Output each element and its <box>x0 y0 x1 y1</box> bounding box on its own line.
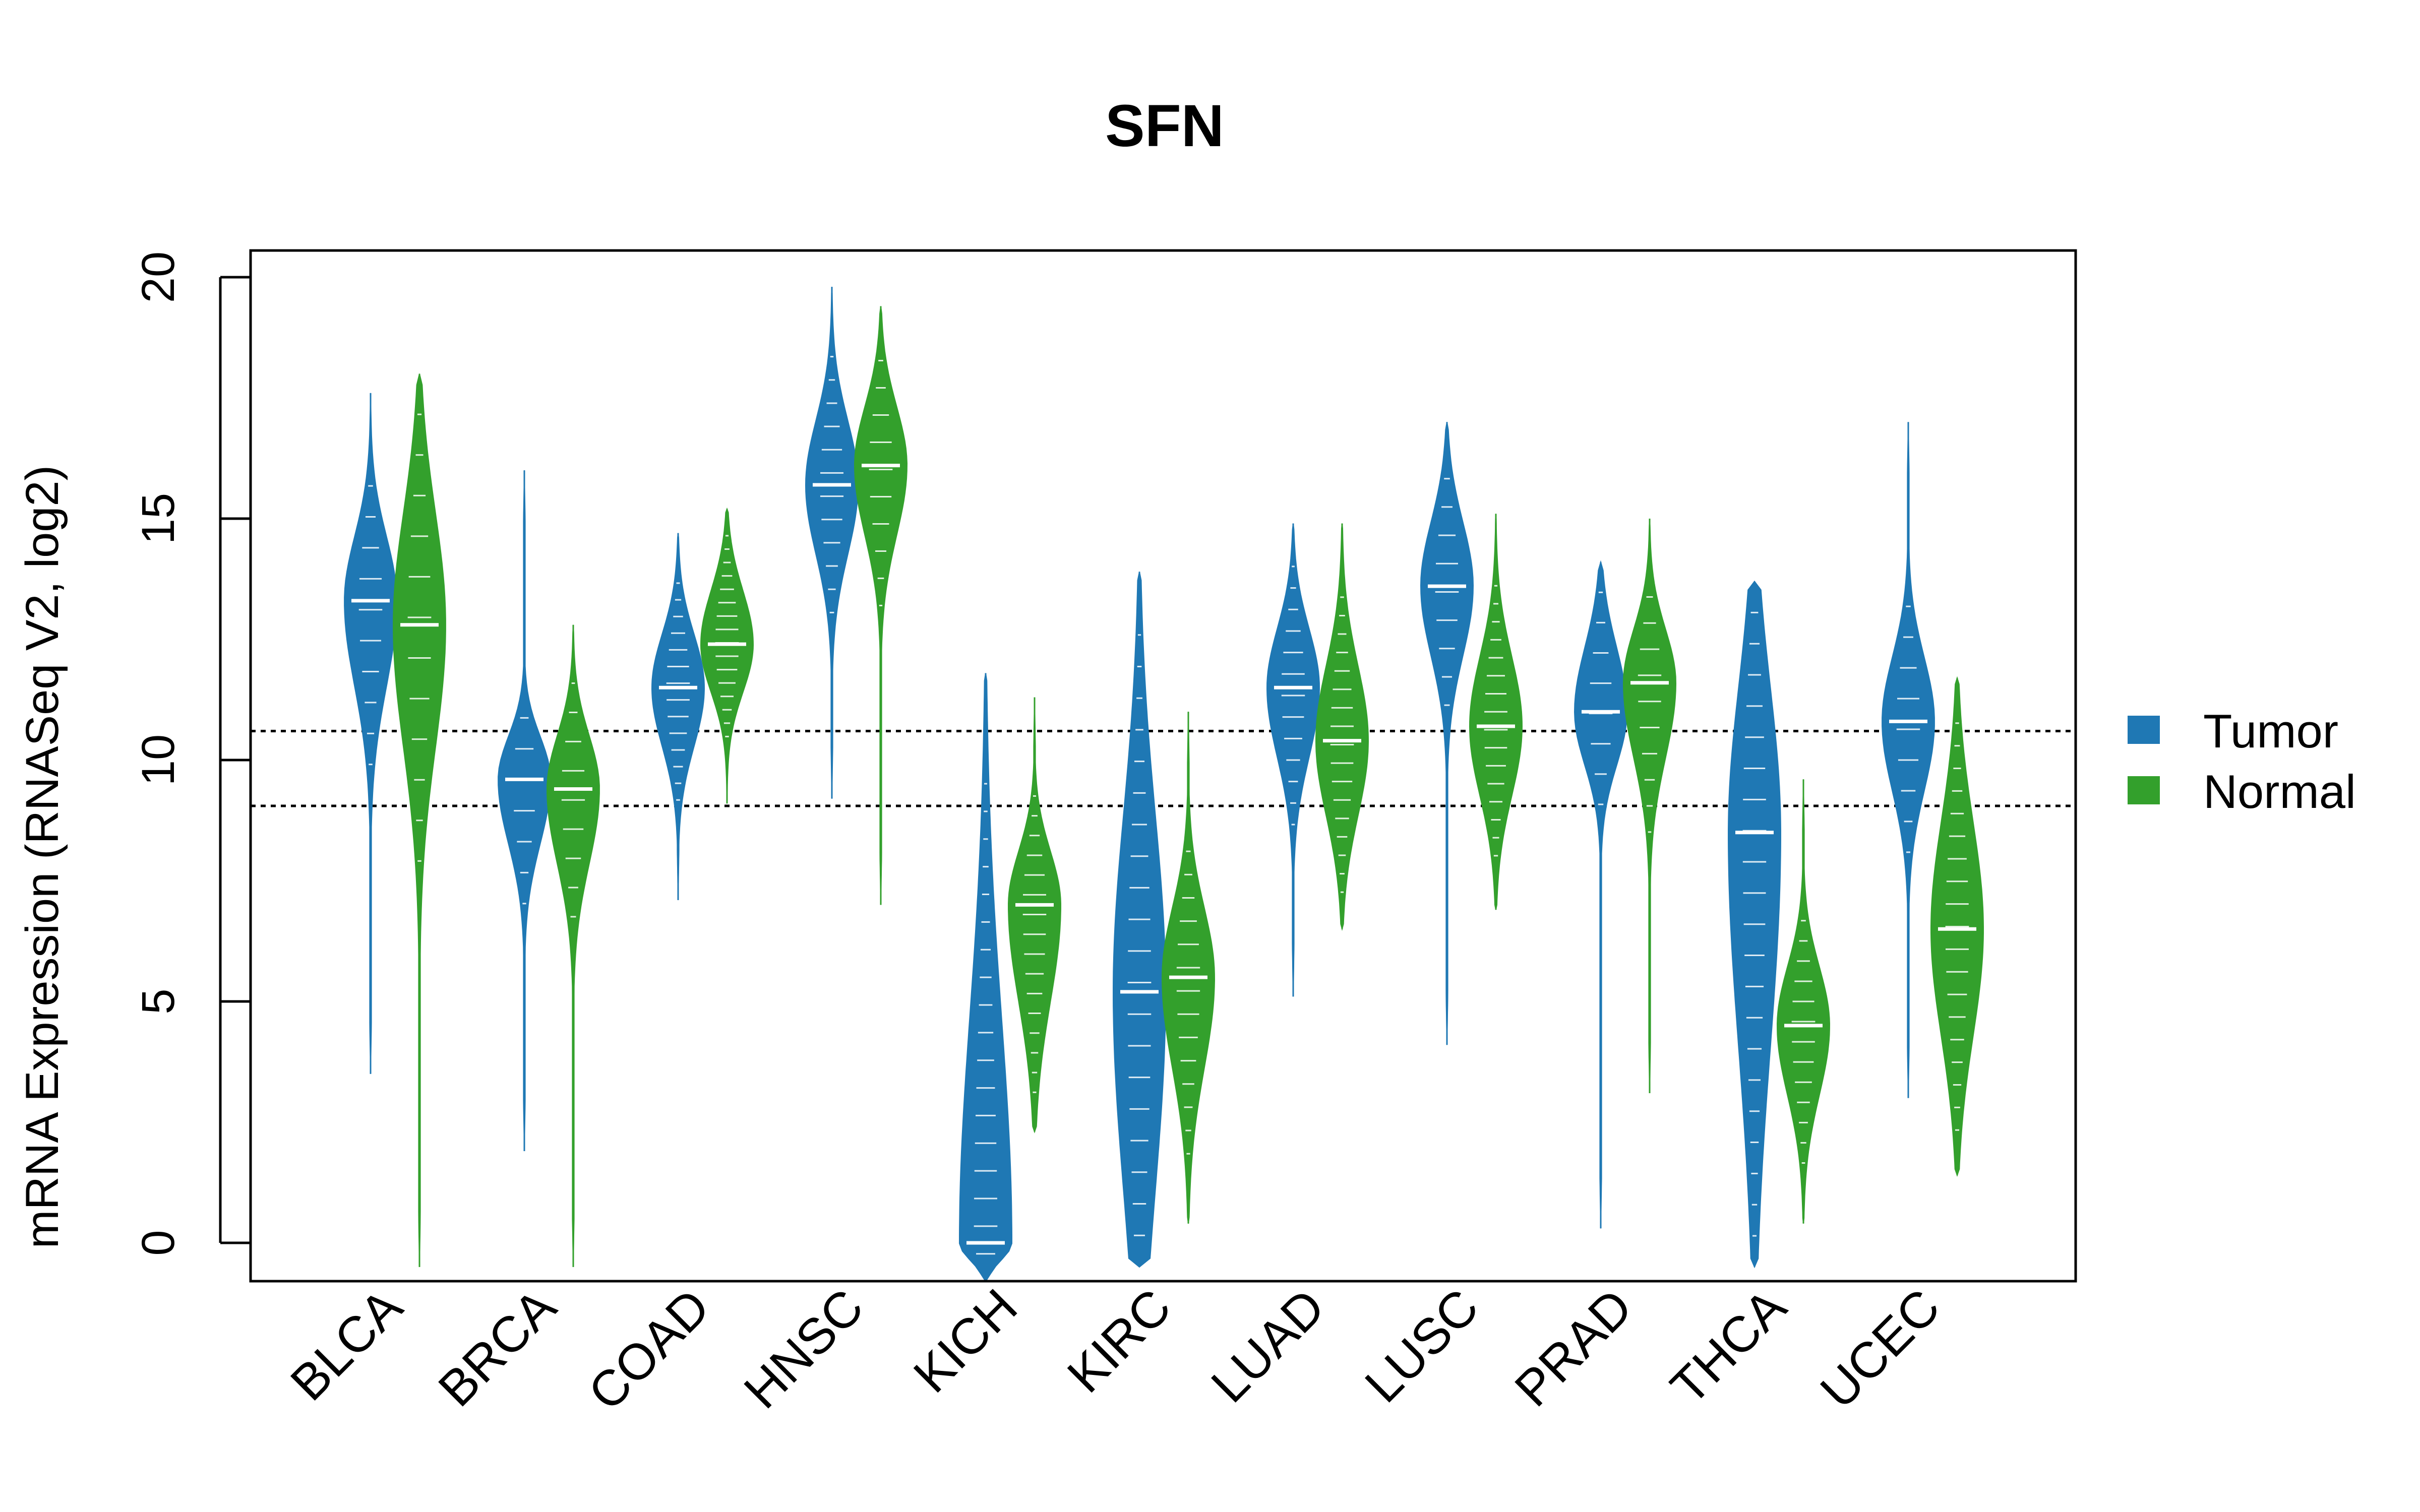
x-tick-label-ucec: UCEC <box>1809 1278 1951 1419</box>
y-tick-label: 15 <box>133 493 184 544</box>
legend-swatch-normal <box>2128 776 2160 804</box>
violin-normal-lusc <box>1469 514 1523 910</box>
x-tick-label-kirc: KIRC <box>1057 1278 1182 1403</box>
violin-normal-kich <box>1008 697 1061 1133</box>
violin-tumor-brca <box>498 470 551 1152</box>
y-axis: 0 5 10 15 20 <box>133 251 251 1256</box>
x-tick-label-kich: KICH <box>903 1278 1028 1403</box>
violin-normal-prad <box>1622 518 1677 1094</box>
violin-tumor-blca <box>344 393 397 1074</box>
violin-normal-kirc <box>1161 712 1216 1224</box>
legend: Tumor Normal <box>2128 705 2356 818</box>
violin-body <box>1574 560 1628 1229</box>
violin-tumor-lusc <box>1420 422 1474 1045</box>
legend-label-tumor: Tumor <box>2203 705 2338 758</box>
y-tick-label: 0 <box>133 1230 184 1255</box>
violin-tumor-luad <box>1266 523 1320 997</box>
x-tick-label-thca: THCA <box>1660 1278 1797 1415</box>
chart-title: SFN <box>1105 93 1224 159</box>
x-tick-label-brca: BRCA <box>428 1278 567 1417</box>
violin-tumor-coad <box>651 533 705 900</box>
violin-normal-brca <box>547 624 600 1267</box>
violin-tumor-kich <box>959 673 1012 1283</box>
legend-swatch-tumor <box>2128 716 2160 744</box>
violin-tumor-hnsc <box>805 287 859 799</box>
plot-frame <box>249 249 2077 1283</box>
violin-tumor-kirc <box>1113 572 1166 1268</box>
violin-normal-hnsc <box>854 306 908 905</box>
violin-tumor-thca <box>1728 580 1781 1269</box>
x-tick-label-lusc: LUSC <box>1354 1278 1489 1413</box>
violin-normal-ucec <box>1930 676 1984 1177</box>
violin-plot-area <box>344 287 1984 1283</box>
violin-normal-blca <box>393 373 446 1267</box>
x-tick-label-coad: COAD <box>578 1278 720 1421</box>
x-axis: BLCA BRCA COAD HNSC KICH KIRC LUAD LUSC PRAD THCA… <box>280 1278 1951 1421</box>
legend-label-normal: Normal <box>2203 765 2356 818</box>
y-axis-label: mRNA Expression (RNASeq V2, log2) <box>17 465 68 1248</box>
y-tick-label: 10 <box>133 734 184 786</box>
x-tick-label-luad: LUAD <box>1200 1278 1336 1413</box>
y-tick-label: 5 <box>133 988 184 1014</box>
x-tick-label-blca: BLCA <box>280 1278 413 1411</box>
y-tick-label: 20 <box>133 251 184 303</box>
violin-tumor-prad <box>1574 560 1628 1229</box>
violin-body <box>547 624 600 1267</box>
violin-normal-coad <box>700 507 754 804</box>
x-tick-label-prad: PRAD <box>1504 1278 1643 1417</box>
violin-body <box>1420 422 1474 1045</box>
violin-normal-thca <box>1776 779 1831 1224</box>
violin-normal-luad <box>1315 523 1369 931</box>
x-tick-label-hnsc: HNSC <box>733 1278 874 1419</box>
violin-tumor-ucec <box>1882 422 1935 1098</box>
